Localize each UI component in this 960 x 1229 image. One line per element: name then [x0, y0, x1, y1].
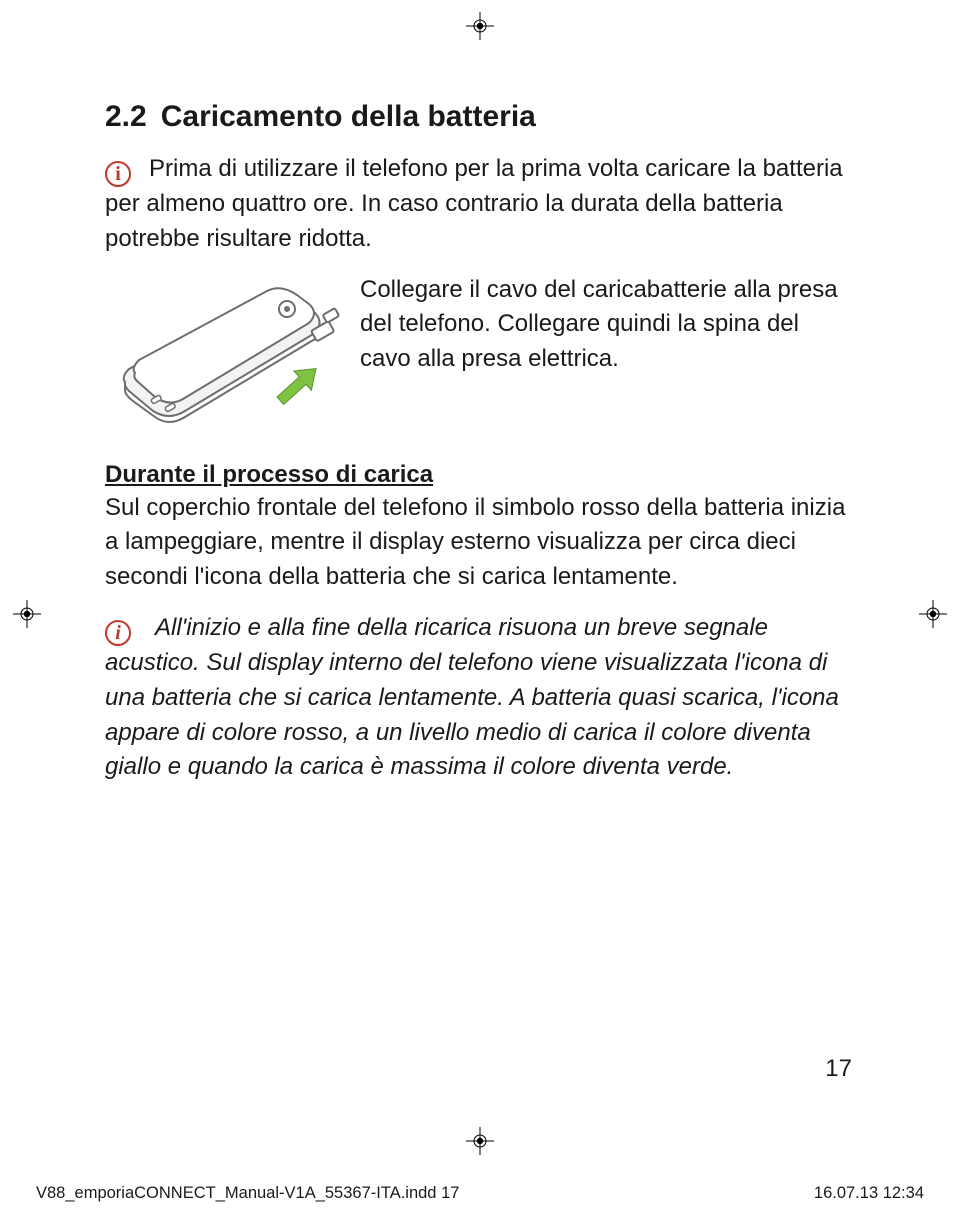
registration-mark-top [466, 12, 494, 40]
info-icon: i [105, 161, 131, 187]
footer-filename: V88_emporiaCONNECT_Manual-V1A_55367-ITA.… [36, 1184, 459, 1203]
section-heading: 2.2 Caricamento della batteria [105, 100, 855, 134]
registration-mark-bottom [466, 1127, 494, 1155]
page: 2.2Caricamento della batteria iPrima di … [0, 0, 960, 1229]
subsection-body: Sul coperchio frontale del telefono il s… [105, 491, 855, 595]
info-paragraph-2: iAll'inizio e alla fine della ricarica r… [105, 611, 855, 785]
registration-mark-right [919, 600, 947, 628]
intro-paragraph: iPrima di utilizzare il telefono per la … [105, 152, 855, 257]
intro-text: Prima di utilizzare il telefono per la p… [105, 155, 843, 252]
footer-timestamp: 16.07.13 12:34 [814, 1184, 924, 1203]
phone-charging-illustration [105, 273, 350, 439]
page-number: 17 [825, 1055, 852, 1083]
instruction-row: Collegare il cavo del caricabatterie all… [105, 273, 855, 439]
info-icon: i [105, 620, 131, 646]
section-title: Caricamento della batteria [161, 100, 536, 133]
section-number: 2.2 [105, 100, 147, 133]
subsection-heading: Durante il processo di carica [105, 461, 855, 489]
instruction-text: Collegare il cavo del caricabatterie all… [350, 273, 855, 377]
registration-mark-left [13, 600, 41, 628]
info2-text: All'inizio e alla fine della ricarica ri… [105, 614, 839, 780]
footer: V88_emporiaCONNECT_Manual-V1A_55367-ITA.… [0, 1184, 960, 1203]
